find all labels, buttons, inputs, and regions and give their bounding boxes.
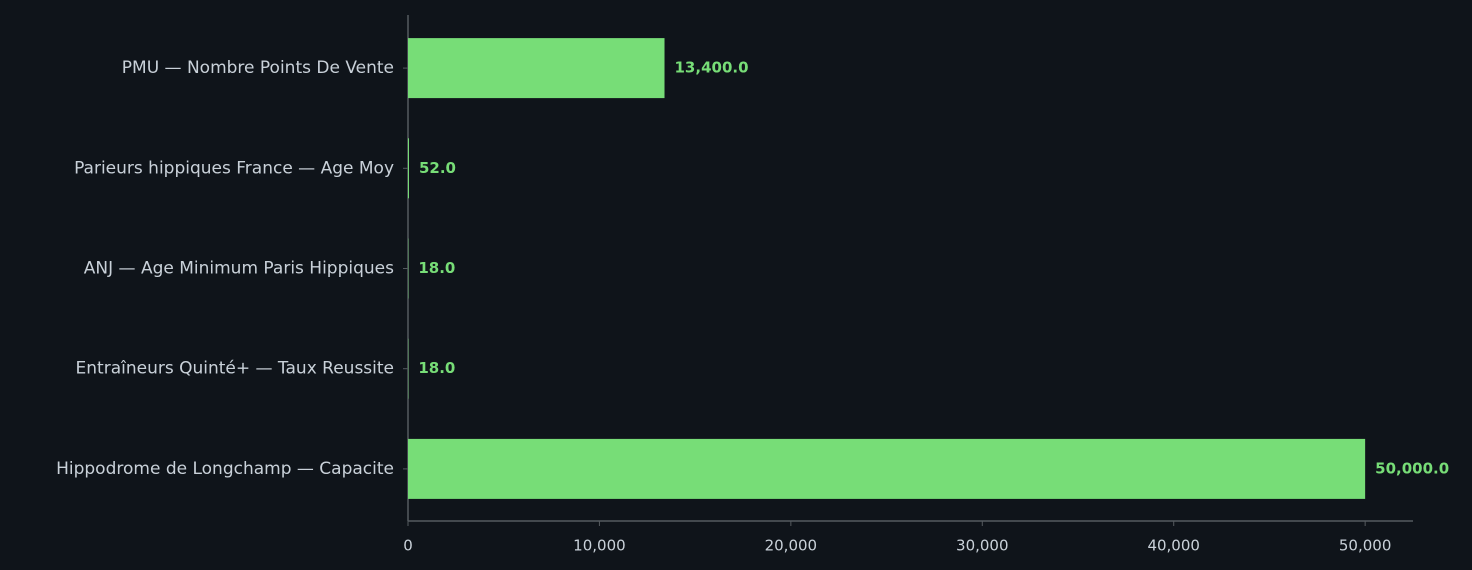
- value-label: 18.0: [418, 359, 455, 377]
- x-tick-label: 30,000: [956, 537, 1009, 555]
- bar: [408, 438, 1366, 499]
- x-tick-label: 0: [403, 537, 413, 555]
- bar: [408, 138, 409, 199]
- x-tick-label: 10,000: [573, 537, 626, 555]
- value-label: 18.0: [418, 259, 455, 277]
- y-tick-label: Hippodrome de Longchamp — Capacite: [56, 459, 394, 479]
- x-tick-label: 50,000: [1339, 537, 1392, 555]
- bar: [408, 38, 665, 99]
- value-label: 13,400.0: [675, 59, 749, 77]
- y-tick-label: Entraîneurs Quinté+ — Taux Reussite: [76, 359, 394, 379]
- y-tick-label: ANJ — Age Minimum Paris Hippiques: [84, 259, 394, 279]
- y-tick-label: PMU — Nombre Points De Vente: [122, 58, 394, 78]
- y-tick-label: Parieurs hippiques France — Age Moy: [74, 158, 394, 178]
- x-tick-label: 20,000: [765, 537, 818, 555]
- value-label: 50,000.0: [1375, 459, 1449, 477]
- x-tick-label: 40,000: [1147, 537, 1200, 555]
- value-label: 52.0: [419, 159, 456, 177]
